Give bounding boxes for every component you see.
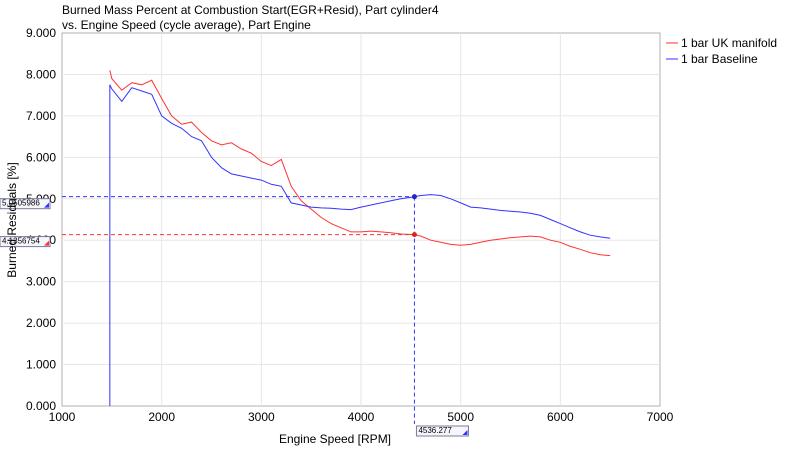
cursor-x-value-box-text: 4536.277 (418, 426, 452, 435)
y-tick-label: 3.000 (26, 275, 56, 289)
cursor-point-blue (411, 194, 417, 200)
cursor-value-box-blue-text: 5.0505986 (2, 199, 40, 208)
y-tick-label: 7.000 (26, 109, 56, 123)
x-tick-label: 3000 (248, 410, 275, 424)
y-axis-label: Burned Residuals [%] (5, 162, 19, 277)
series-line-0[interactable] (109, 70, 611, 257)
cursor-point-red (411, 232, 417, 238)
x-tick-label: 2000 (148, 410, 175, 424)
chart-subtitle: vs. Engine Speed (cycle average), Part E… (62, 18, 311, 32)
x-axis-label: Engine Speed [RPM] (279, 432, 391, 446)
legend-entry-uk-manifold: 1 bar UK manifold (681, 36, 777, 50)
chart-title: Burned Mass Percent at Combustion Start(… (62, 3, 439, 17)
cursor-value-box-red-text: 4.1356754 (2, 237, 40, 246)
legend: 1 bar UK manifold 1 bar Baseline (666, 36, 777, 66)
y-tick-label: 0.000 (26, 399, 56, 413)
series-lines (109, 70, 611, 406)
cursor-value-box-blue[interactable]: 5.0505986 (0, 198, 51, 210)
x-tick-label: 7000 (647, 410, 674, 424)
y-tick-label: 8.000 (26, 67, 56, 81)
x-axis: 1000 2000 3000 4000 5000 6000 7000 (49, 410, 674, 424)
cursor-x-value-box[interactable]: 4536.277 (415, 425, 469, 437)
y-axis: 0.0001.0002.0003.0004.0005.0006.0007.000… (26, 26, 56, 413)
y-tick-label: 2.000 (26, 316, 56, 330)
x-tick-label: 1000 (49, 410, 76, 424)
cursor-value-box-red[interactable]: 4.1356754 (0, 236, 51, 248)
cursor[interactable]: 5.0505986 4.1356754 4536.277 (0, 194, 469, 437)
y-tick-label: 6.000 (26, 150, 56, 164)
x-tick-label: 5000 (447, 410, 474, 424)
x-tick-label: 6000 (547, 410, 574, 424)
legend-entry-baseline: 1 bar Baseline (681, 52, 758, 66)
x-tick-label: 4000 (348, 410, 375, 424)
y-tick-label: 9.000 (26, 26, 56, 40)
y-tick-label: 1.000 (26, 358, 56, 372)
series-line-1[interactable] (109, 84, 611, 239)
